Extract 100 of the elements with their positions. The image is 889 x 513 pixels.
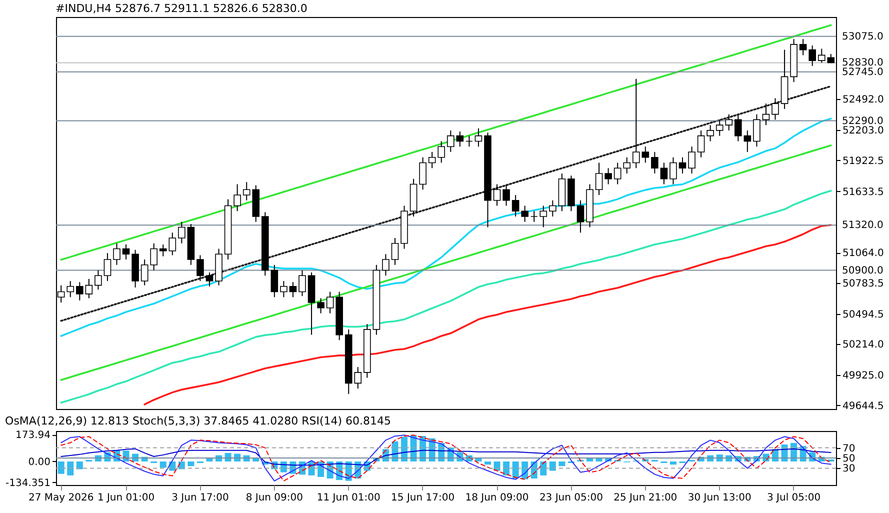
candlestick: [94, 270, 102, 290]
candlestick: [623, 156, 630, 174]
candlestick: [428, 151, 436, 169]
candlestick: [150, 242, 158, 271]
candlestick: [799, 38, 807, 56]
bar: [512, 461, 519, 478]
candlestick: [168, 232, 176, 256]
candlestick: [196, 254, 204, 282]
candlestick: [744, 130, 752, 152]
candlestick: [678, 156, 686, 174]
line-series: [60, 24, 832, 261]
x-tick-label: 23 Jun 05:00: [539, 492, 603, 504]
x-tick-label: 1 Jun 01:00: [97, 492, 155, 504]
candlestick: [242, 182, 250, 201]
y-tick-label: 49925.0: [842, 370, 884, 382]
y-tick-label: 50214.0: [842, 340, 884, 351]
x-tick-label: 15 Jun 17:00: [391, 492, 455, 504]
candlestick: [419, 156, 426, 190]
ref-line-label: 52830.0: [842, 58, 884, 69]
y2-tick-label: 0.00: [28, 456, 50, 468]
candlestick: [85, 278, 93, 299]
candlestick: [688, 146, 696, 174]
bar: [67, 461, 74, 476]
y2-tick-label: -134.351: [6, 478, 50, 489]
candlestick: [734, 114, 742, 142]
line-series: [60, 118, 832, 337]
candlestick: [280, 280, 288, 298]
y-tick-label: 70: [842, 443, 856, 454]
ref-line-label: 52745.0: [842, 66, 884, 78]
ref-line-label: 51320.0: [842, 220, 884, 232]
candlestick: [140, 259, 148, 286]
line-series: [60, 190, 832, 404]
y-tick-label: 51633.5: [842, 186, 884, 198]
y-tick-label: 30: [842, 464, 856, 475]
candlestick: [725, 114, 733, 131]
candlestick: [502, 184, 510, 206]
candlestick: [438, 140, 446, 164]
candlestick: [632, 78, 640, 169]
x-tick-label: 11 Jun 01:00: [316, 492, 380, 504]
bar: [540, 461, 547, 476]
candlestick: [104, 252, 112, 282]
bar: [475, 458, 482, 462]
bar: [252, 458, 260, 462]
candlestick: [697, 130, 705, 158]
candlestick: [521, 205, 528, 222]
candlestick: [706, 124, 714, 142]
candlestick: [206, 272, 214, 287]
x-tick-label: 3 Jul 05:00: [766, 492, 821, 504]
x-tick-label: 18 Jun 09:00: [465, 492, 529, 504]
candlestick: [716, 119, 724, 136]
candlestick: [391, 238, 399, 266]
y-tick-label: 51064.0: [842, 248, 884, 260]
candlestick: [122, 244, 130, 260]
candlestick: [762, 103, 770, 126]
candlestick: [808, 45, 816, 66]
x-tick-label: 3 Jun 17:00: [172, 492, 229, 504]
candlestick: [772, 98, 779, 120]
bar: [484, 461, 491, 465]
x-tick-label: 27 May 2026: [28, 492, 94, 504]
line-series: [60, 144, 832, 381]
candlestick: [382, 254, 390, 276]
candlestick: [530, 210, 538, 222]
candlestick: [670, 156, 677, 185]
y-tick-label: 52492.0: [842, 94, 884, 106]
line-series: [60, 448, 832, 466]
candlestick: [604, 168, 612, 185]
candlestick: [466, 135, 473, 148]
candlestick: [614, 162, 622, 185]
line-series: [60, 85, 832, 322]
bar: [549, 461, 556, 471]
candlestick: [298, 270, 306, 297]
candlestick: [549, 200, 556, 217]
y2-tick-label: 173.94: [16, 430, 50, 442]
y-tick-label: 49644.5: [842, 400, 884, 412]
candlestick: [512, 194, 520, 217]
candlestick: [595, 162, 603, 196]
candlestick: [660, 162, 668, 185]
line-series: [144, 224, 832, 406]
candlestick: [474, 128, 482, 148]
bar: [670, 461, 676, 465]
ref-line-label: 53075.0: [842, 31, 884, 42]
candlestick: [456, 131, 464, 148]
candlestick: [178, 221, 186, 244]
candlestick: [76, 282, 84, 301]
bar: [586, 458, 594, 462]
bar: [401, 436, 408, 462]
line-series: [60, 434, 832, 482]
candlestick: [753, 114, 760, 148]
candlestick: [326, 291, 334, 314]
y-tick-label: 50783.5: [842, 278, 884, 290]
bar: [58, 461, 64, 474]
candlestick: [270, 264, 278, 298]
candlestick: [576, 200, 584, 234]
candlestick: [446, 130, 454, 152]
candlestick: [818, 48, 826, 64]
chart-title: OsMA(12,26,9) 12.813 Stoch(5,3,3) 37.8465 41.0280 RSI(14) 60.8145: [5, 414, 392, 428]
y-tick-label: 50494.5: [842, 309, 884, 320]
bar: [558, 461, 566, 466]
bar: [206, 458, 213, 462]
candlestick: [159, 244, 167, 257]
